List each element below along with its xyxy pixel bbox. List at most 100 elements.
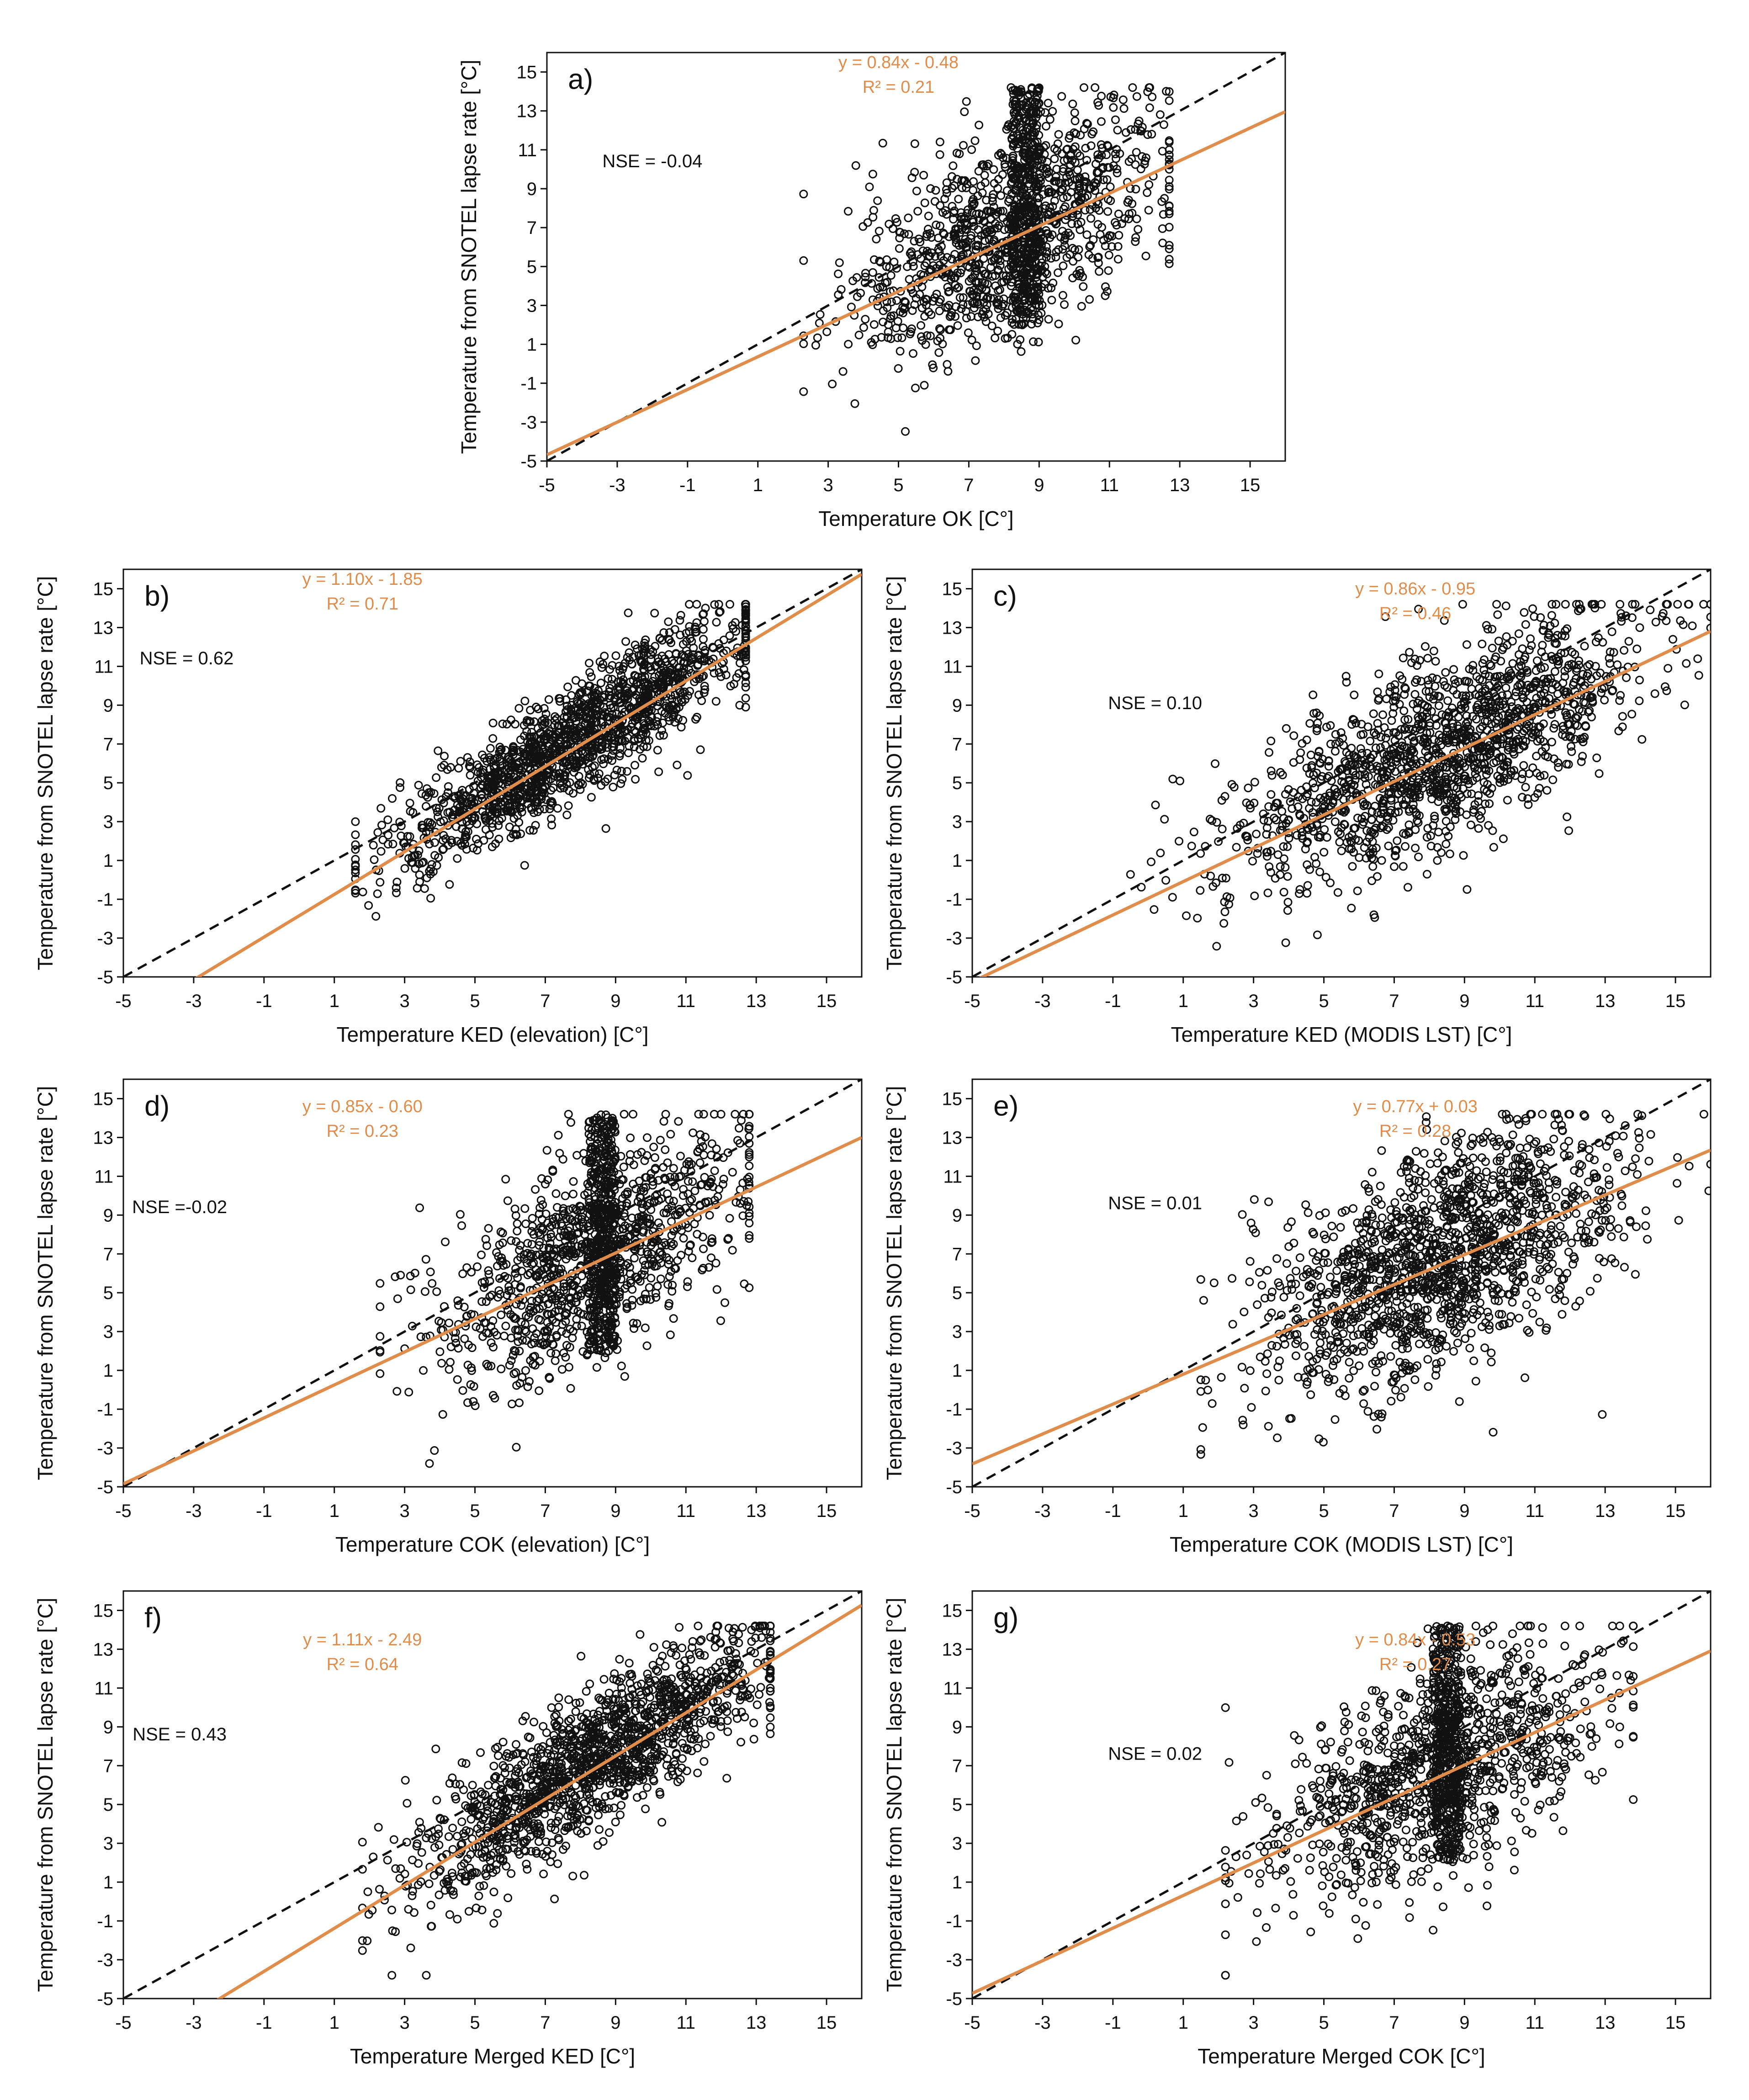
x-tick-label: 7 <box>1389 991 1399 1011</box>
data-point <box>689 643 698 652</box>
data-point <box>1558 730 1567 739</box>
data-point <box>1131 233 1140 242</box>
data-point <box>1547 737 1556 747</box>
data-point <box>1284 834 1293 843</box>
data-point <box>1086 205 1095 214</box>
data-point <box>683 771 692 780</box>
data-point <box>1486 747 1495 756</box>
data-point <box>1336 829 1345 838</box>
data-point <box>1029 337 1038 346</box>
data-point <box>563 682 572 691</box>
data-point <box>1250 891 1259 901</box>
data-point <box>1567 747 1576 756</box>
data-point <box>608 756 616 765</box>
data-point <box>1165 96 1174 105</box>
data-point <box>822 327 832 336</box>
data-point <box>1027 138 1036 147</box>
data-point <box>1535 784 1544 793</box>
data-point <box>529 826 538 835</box>
data-point <box>603 733 612 742</box>
y-tick-label: 9 <box>952 695 962 716</box>
data-point <box>1607 627 1616 636</box>
data-point <box>935 150 944 159</box>
data-point <box>514 818 524 827</box>
data-point <box>618 679 627 689</box>
data-point <box>1561 600 1570 609</box>
data-point <box>959 141 968 150</box>
data-point <box>924 212 933 221</box>
data-point <box>994 175 1003 184</box>
x-axis-title: Temperature COK (elevation) [C°] <box>335 1533 650 1556</box>
data-point <box>1165 182 1174 191</box>
data-point <box>601 824 610 833</box>
data-point <box>1070 128 1079 137</box>
data-point <box>1309 690 1318 700</box>
data-point <box>1224 900 1233 909</box>
data-point <box>1026 148 1035 157</box>
data-point <box>1682 659 1691 668</box>
data-point <box>884 328 893 336</box>
data-point <box>1462 711 1471 721</box>
data-point <box>1450 675 1459 684</box>
y-tick-label: 7 <box>952 734 962 754</box>
data-point <box>1097 223 1106 232</box>
data-point <box>1313 930 1322 939</box>
data-point <box>1370 913 1379 922</box>
data-point <box>1082 156 1092 165</box>
data-point <box>1315 794 1325 803</box>
data-point <box>910 237 919 246</box>
data-point <box>1018 149 1028 158</box>
y-axis-title: Temperature from SNOTEL lapse rate [°C] <box>33 576 57 970</box>
data-point <box>895 244 904 253</box>
data-point <box>1399 653 1408 663</box>
data-point <box>980 178 990 187</box>
data-point <box>1409 800 1418 809</box>
data-point <box>565 786 574 795</box>
data-point <box>955 149 964 159</box>
data-point <box>1009 174 1018 183</box>
data-point <box>679 664 689 673</box>
data-point <box>1423 654 1432 663</box>
data-point <box>1547 710 1556 719</box>
data-point <box>979 254 988 263</box>
regression-line <box>195 573 862 977</box>
data-point <box>1433 764 1442 774</box>
data-point <box>1054 319 1063 329</box>
data-point <box>1137 883 1146 892</box>
data-point <box>1445 849 1454 859</box>
data-point <box>1407 788 1416 797</box>
data-point <box>1506 713 1516 722</box>
data-point <box>511 830 520 839</box>
y-tick-label: -1 <box>97 1400 113 1420</box>
data-point <box>1496 735 1505 744</box>
data-point <box>922 295 932 304</box>
data-point <box>1376 732 1385 742</box>
data-point <box>994 151 1003 160</box>
data-point <box>1047 283 1056 292</box>
data-point <box>575 757 584 766</box>
data-point <box>506 769 515 779</box>
data-point <box>1109 103 1118 112</box>
data-point <box>691 622 700 631</box>
data-point <box>685 622 694 631</box>
x-tick-label: 7 <box>540 1501 550 1521</box>
data-point <box>901 427 910 436</box>
data-point <box>585 770 594 779</box>
data-point <box>1446 822 1455 831</box>
data-point <box>1554 657 1564 666</box>
data-point <box>678 640 688 649</box>
data-point <box>963 249 972 258</box>
data-point <box>525 826 535 835</box>
data-point <box>1491 734 1500 743</box>
data-point <box>673 760 682 769</box>
data-point <box>562 712 572 721</box>
data-point <box>876 258 885 267</box>
data-point <box>917 321 926 330</box>
data-point <box>1094 259 1103 268</box>
data-point <box>874 227 884 236</box>
data-point <box>1631 600 1640 609</box>
data-point <box>1493 610 1502 619</box>
data-point <box>540 715 549 723</box>
data-point <box>970 298 979 308</box>
data-point <box>396 778 405 787</box>
